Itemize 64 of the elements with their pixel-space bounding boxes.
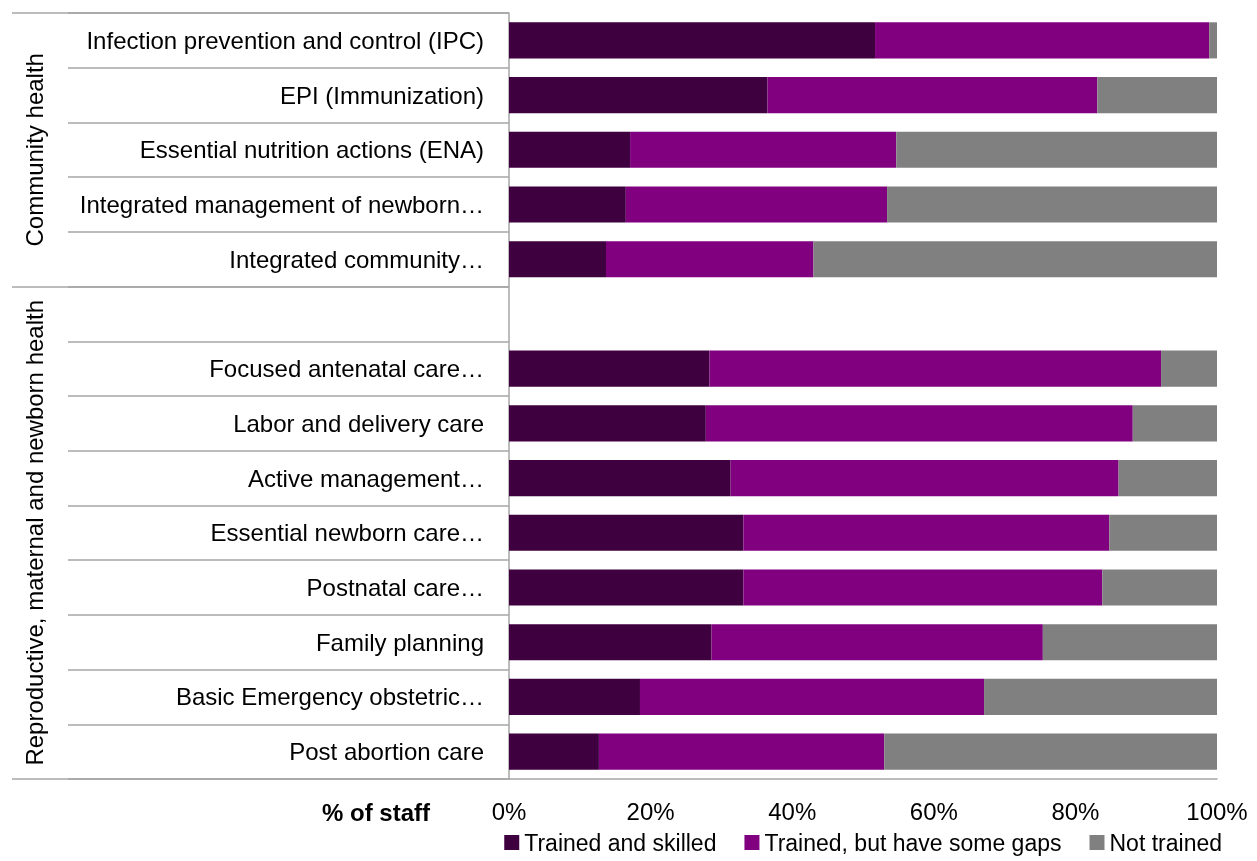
bar bbox=[896, 131, 1217, 168]
x-tick-label: 40% bbox=[768, 797, 817, 825]
bar bbox=[1102, 569, 1217, 606]
bar bbox=[1109, 514, 1217, 551]
legend-label: Trained, but have some gaps bbox=[764, 829, 1062, 856]
bar bbox=[743, 514, 1110, 551]
y-tick-label: Essential nutrition actions (ENA) bbox=[139, 136, 484, 164]
bar bbox=[625, 186, 888, 223]
y-tick-label: Labor and delivery care bbox=[233, 409, 484, 437]
bar bbox=[509, 186, 626, 223]
bar bbox=[730, 460, 1119, 497]
bar bbox=[606, 241, 814, 278]
x-tick-label: 80% bbox=[1051, 797, 1100, 825]
y-tick-label: Integrated management of newborn… bbox=[79, 191, 484, 218]
y-tick-label: Basic Emergency obstetric… bbox=[175, 683, 484, 711]
bar bbox=[1042, 624, 1217, 661]
bar bbox=[875, 22, 1210, 59]
bar bbox=[509, 405, 706, 442]
y-tick-label: Post abortion care bbox=[289, 738, 484, 766]
y-tick-label: EPI (Immunization) bbox=[279, 81, 484, 109]
x-tick-label: 0% bbox=[491, 797, 527, 825]
bar bbox=[813, 241, 1217, 278]
text: Reproductive, maternal and newborn health bbox=[20, 299, 48, 766]
bar bbox=[639, 678, 985, 715]
bar bbox=[1097, 77, 1217, 114]
text: Community health bbox=[20, 53, 48, 247]
bar bbox=[743, 569, 1103, 606]
bar bbox=[630, 131, 897, 168]
x-tick-label: 60% bbox=[909, 797, 958, 825]
y-tick-label: Postnatal care… bbox=[306, 574, 484, 601]
bar bbox=[509, 678, 640, 715]
bar bbox=[509, 624, 712, 661]
bar bbox=[709, 350, 1162, 387]
bar bbox=[509, 350, 710, 387]
bar bbox=[984, 678, 1217, 715]
bar bbox=[767, 77, 1098, 114]
x-axis-title: % of staff bbox=[322, 798, 432, 826]
legend-label: Trained and skilled bbox=[524, 829, 717, 856]
bar bbox=[1132, 405, 1217, 442]
bar bbox=[509, 569, 744, 606]
bar bbox=[509, 22, 876, 59]
y-tick-label: Active management… bbox=[247, 464, 484, 492]
bar bbox=[887, 186, 1217, 223]
bar bbox=[1209, 22, 1217, 59]
bar bbox=[509, 241, 606, 278]
y-tick-label: Infection prevention and control (IPC) bbox=[86, 26, 484, 54]
bar bbox=[705, 405, 1133, 442]
bar bbox=[509, 733, 599, 770]
bar bbox=[884, 733, 1217, 770]
y-tick-label: Focused antenatal care… bbox=[209, 355, 484, 383]
bar bbox=[509, 460, 731, 497]
bar bbox=[509, 77, 768, 114]
bar bbox=[509, 131, 631, 168]
bar bbox=[1118, 460, 1217, 497]
x-tick-label: 100% bbox=[1186, 797, 1248, 825]
bar bbox=[711, 624, 1043, 661]
x-tick-label: 20% bbox=[626, 797, 675, 825]
y-tick-label: Family planning bbox=[315, 628, 484, 656]
y-tick-label: Integrated community… bbox=[229, 245, 484, 273]
y-tick-label: Essential newborn care… bbox=[210, 519, 484, 547]
bar bbox=[598, 733, 885, 770]
bar bbox=[509, 514, 744, 551]
legend-label: Not trained bbox=[1109, 829, 1223, 856]
bar bbox=[1161, 350, 1217, 387]
